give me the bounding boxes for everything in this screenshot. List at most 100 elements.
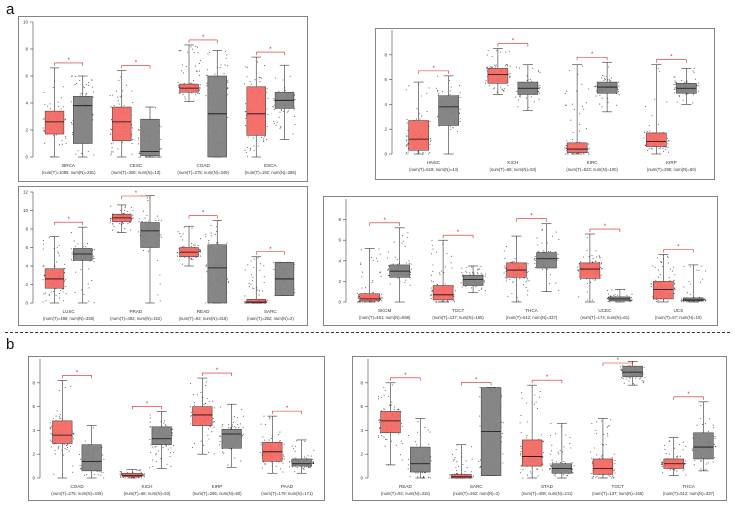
tumor-box <box>246 86 266 136</box>
box-group-read: * <box>377 373 432 479</box>
tumor-point <box>534 394 536 396</box>
normal-point <box>700 460 702 462</box>
box-group-ucs: * <box>650 245 707 303</box>
tumor-point <box>194 244 196 246</box>
x-label-cesc: CESC <box>129 163 142 168</box>
box-group-brca: * <box>42 58 95 158</box>
tumor-point <box>264 135 266 137</box>
tumor-point <box>674 447 676 449</box>
tumor-point <box>526 434 528 436</box>
tumor-point <box>358 297 360 300</box>
tumor-point <box>44 292 47 294</box>
tumor-point <box>140 471 142 473</box>
normal-point <box>93 91 95 93</box>
tumor-point <box>540 434 542 436</box>
tumor-point <box>657 276 659 278</box>
normal-point <box>138 218 140 220</box>
normal-point <box>639 378 641 380</box>
significance-star: * <box>617 358 620 364</box>
tumor-point <box>661 265 664 268</box>
tumor-point <box>119 209 121 211</box>
normal-point <box>71 75 73 77</box>
tumor-point <box>397 409 399 411</box>
normal-point <box>571 471 573 473</box>
tumor-point <box>193 244 195 246</box>
tumor-point <box>523 284 525 286</box>
normal-point <box>478 460 480 462</box>
tumor-point <box>376 257 378 259</box>
tumor-point <box>113 105 115 107</box>
tumor-point <box>249 81 251 83</box>
x-sample-count: (num(T)=179; num(N)=171) <box>261 491 313 496</box>
tumor-point <box>384 389 386 391</box>
tumor-point <box>495 50 497 52</box>
tumor-point <box>247 155 249 157</box>
tumor-point <box>581 105 584 107</box>
tumor-point <box>65 142 67 144</box>
tumor-point <box>118 103 120 105</box>
significance-star: * <box>404 373 407 379</box>
normal-point <box>643 380 645 382</box>
normal-point <box>205 302 207 304</box>
tumor-point <box>110 220 112 222</box>
tumor-point <box>259 269 261 271</box>
normal-point <box>475 286 477 288</box>
tumor-point <box>539 396 541 398</box>
x-sample-count: (num(T)=57; num(N)=19) <box>655 315 702 320</box>
normal-point <box>674 86 676 89</box>
normal-point <box>676 101 678 103</box>
tumor-point <box>110 154 112 156</box>
normal-point <box>234 457 236 459</box>
tumor-point <box>260 137 262 139</box>
normal-point <box>273 98 275 100</box>
normal-box <box>207 75 227 158</box>
tumor-point <box>385 438 387 440</box>
tumor-point <box>383 394 385 396</box>
significance-star: * <box>384 218 387 224</box>
tumor-box <box>359 293 380 302</box>
normal-point <box>606 289 609 292</box>
normal-point <box>601 97 603 99</box>
tumor-point <box>599 256 601 258</box>
normal-point <box>222 451 224 453</box>
tumor-point <box>430 287 432 289</box>
normal-box <box>140 118 160 156</box>
normal-point <box>92 86 94 88</box>
tumor-point <box>586 299 588 301</box>
tumor-point <box>209 400 211 402</box>
normal-point <box>450 86 452 88</box>
tumor-point <box>132 209 134 211</box>
tumor-point <box>647 149 649 152</box>
tumor-point <box>592 476 594 478</box>
tumor-point <box>199 249 201 251</box>
tumor-point <box>587 151 589 153</box>
tumor-point <box>661 466 663 468</box>
tumor-box <box>246 299 266 304</box>
normal-point <box>526 75 528 77</box>
tumor-point <box>416 108 418 110</box>
tumor-point <box>357 295 359 297</box>
normal-box <box>140 222 160 248</box>
tumor-point <box>180 49 182 51</box>
normal-point <box>405 262 407 264</box>
normal-point <box>479 425 481 427</box>
tumor-point <box>580 278 582 281</box>
tumor-point <box>270 437 272 439</box>
tumor-point <box>542 451 545 454</box>
tumor-point <box>176 252 178 254</box>
tumor-point <box>379 427 381 429</box>
tumor-box <box>192 406 213 426</box>
tumor-point <box>64 118 66 120</box>
normal-point <box>206 85 208 87</box>
tumor-point <box>384 408 386 410</box>
tumor-point <box>669 279 671 282</box>
normal-point <box>549 453 551 455</box>
tumor-point <box>502 89 504 91</box>
tumor-point <box>178 50 180 52</box>
tumor-point <box>212 417 214 420</box>
tumor-point <box>199 87 201 89</box>
tumor-point <box>471 476 473 478</box>
tumor-point <box>120 476 122 478</box>
normal-point <box>292 447 294 449</box>
tumor-point <box>610 419 612 421</box>
